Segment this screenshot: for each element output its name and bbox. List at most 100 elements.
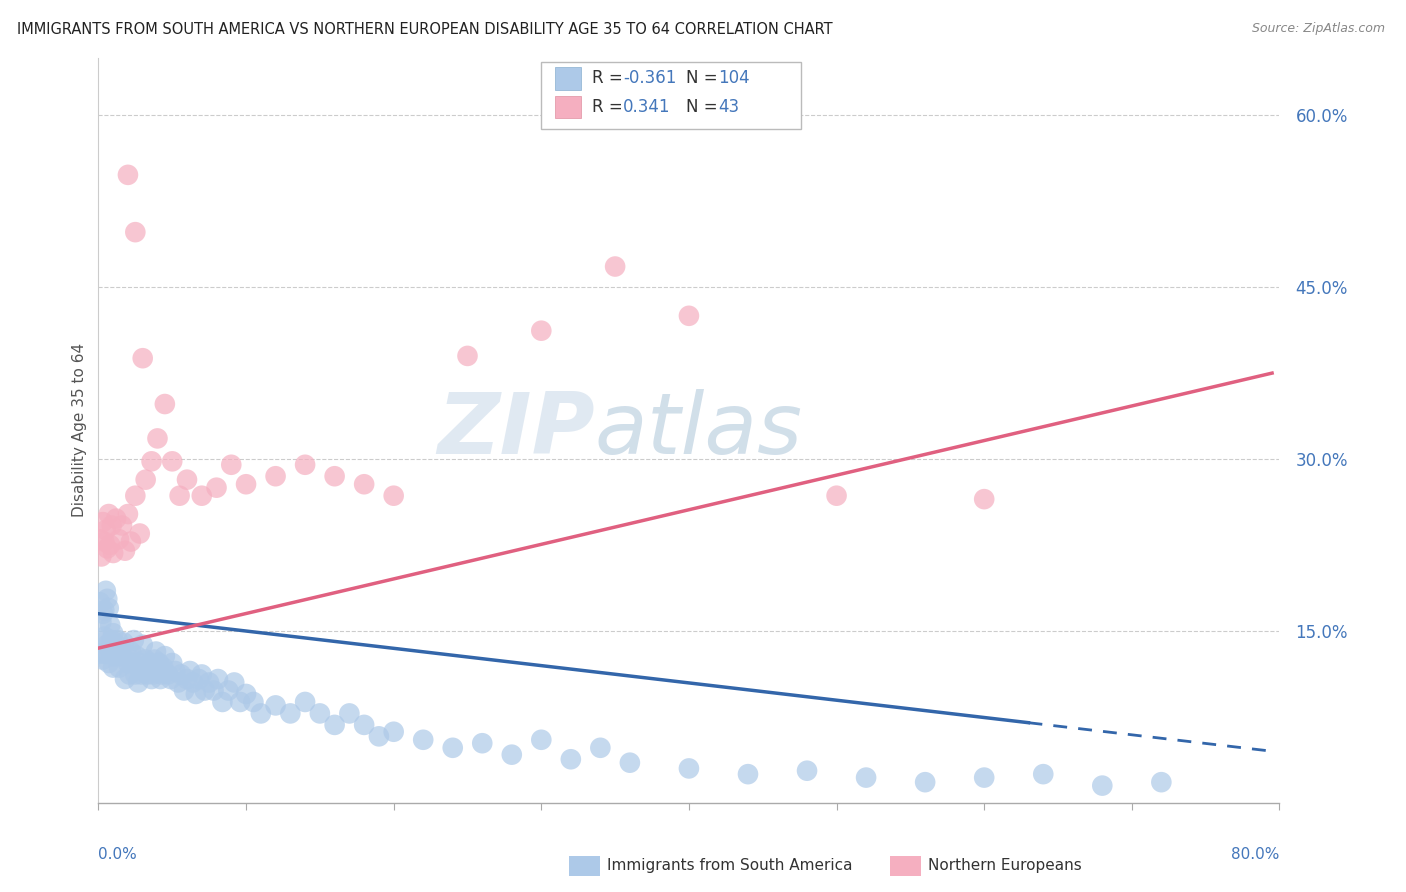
Point — [103, 546, 125, 560]
Point — [120, 644, 142, 658]
Point — [323, 469, 346, 483]
Point — [128, 526, 150, 541]
Point — [91, 515, 114, 529]
Point — [152, 660, 174, 674]
Point — [323, 718, 346, 732]
Point — [149, 672, 172, 686]
Point — [382, 724, 405, 739]
Point — [135, 652, 157, 666]
Point — [96, 541, 118, 556]
Point — [105, 638, 128, 652]
Point — [153, 397, 176, 411]
Point — [108, 660, 131, 674]
Point — [221, 458, 243, 472]
Point — [96, 638, 118, 652]
Point — [914, 775, 936, 789]
Text: 80.0%: 80.0% — [1232, 847, 1279, 863]
Point — [179, 664, 201, 678]
Point — [91, 652, 114, 666]
Point — [264, 469, 287, 483]
Y-axis label: Disability Age 35 to 64: Disability Age 35 to 64 — [72, 343, 87, 517]
Point — [589, 740, 612, 755]
Point — [1032, 767, 1054, 781]
Point — [90, 635, 112, 649]
Point — [94, 523, 117, 537]
Point — [501, 747, 523, 762]
Point — [191, 667, 214, 681]
Point — [382, 489, 405, 503]
Point — [121, 656, 143, 670]
Point — [98, 618, 121, 632]
Point — [194, 683, 217, 698]
Point — [198, 675, 221, 690]
Point — [89, 533, 111, 547]
Point — [93, 630, 115, 644]
Point — [135, 473, 157, 487]
Point — [169, 489, 191, 503]
Point — [242, 695, 264, 709]
Point — [111, 518, 134, 533]
Point — [97, 507, 120, 521]
Point — [619, 756, 641, 770]
Point — [105, 511, 128, 525]
Point — [115, 647, 138, 661]
Point — [167, 675, 190, 690]
Point — [202, 683, 225, 698]
Point — [103, 660, 125, 674]
Point — [560, 752, 582, 766]
Point — [93, 534, 115, 549]
Point — [120, 534, 142, 549]
Point — [132, 351, 155, 366]
Point — [98, 644, 121, 658]
Point — [184, 687, 207, 701]
Point — [605, 260, 627, 274]
Text: IMMIGRANTS FROM SOUTH AMERICA VS NORTHERN EUROPEAN DISABILITY AGE 35 TO 64 CORRE: IMMIGRANTS FROM SOUTH AMERICA VS NORTHER… — [17, 22, 832, 37]
Point — [153, 649, 176, 664]
Point — [173, 683, 195, 698]
Point — [124, 667, 146, 681]
Point — [100, 518, 122, 533]
Point — [156, 667, 179, 681]
Text: Northern Europeans: Northern Europeans — [928, 858, 1081, 872]
Point — [176, 672, 198, 686]
Point — [150, 667, 173, 681]
Text: 43: 43 — [718, 98, 740, 116]
Point — [114, 543, 136, 558]
Point — [124, 225, 146, 239]
Point — [111, 649, 134, 664]
Point — [973, 771, 995, 785]
Point — [165, 664, 187, 678]
Point — [138, 660, 160, 674]
Point — [145, 644, 167, 658]
Point — [139, 656, 162, 670]
Point — [855, 771, 877, 785]
Point — [217, 683, 239, 698]
Point — [93, 603, 115, 617]
Point — [530, 732, 553, 747]
Point — [146, 664, 169, 678]
Point — [122, 633, 145, 648]
Point — [117, 656, 139, 670]
Point — [112, 635, 135, 649]
Point — [89, 647, 111, 661]
Point — [294, 695, 316, 709]
Text: 0.341: 0.341 — [623, 98, 671, 116]
Point — [103, 626, 125, 640]
Point — [91, 607, 114, 621]
Point — [187, 672, 209, 686]
Point — [353, 718, 375, 732]
Point — [235, 687, 257, 701]
Point — [117, 507, 139, 521]
Point — [205, 481, 228, 495]
Point — [191, 489, 214, 503]
Text: -0.361: -0.361 — [623, 70, 676, 87]
Point — [110, 644, 132, 658]
Point — [104, 649, 127, 664]
Point — [159, 672, 181, 686]
Point — [128, 656, 150, 670]
Point — [530, 324, 553, 338]
Point — [235, 477, 257, 491]
Point — [143, 652, 166, 666]
Point — [207, 672, 229, 686]
Point — [90, 615, 112, 629]
